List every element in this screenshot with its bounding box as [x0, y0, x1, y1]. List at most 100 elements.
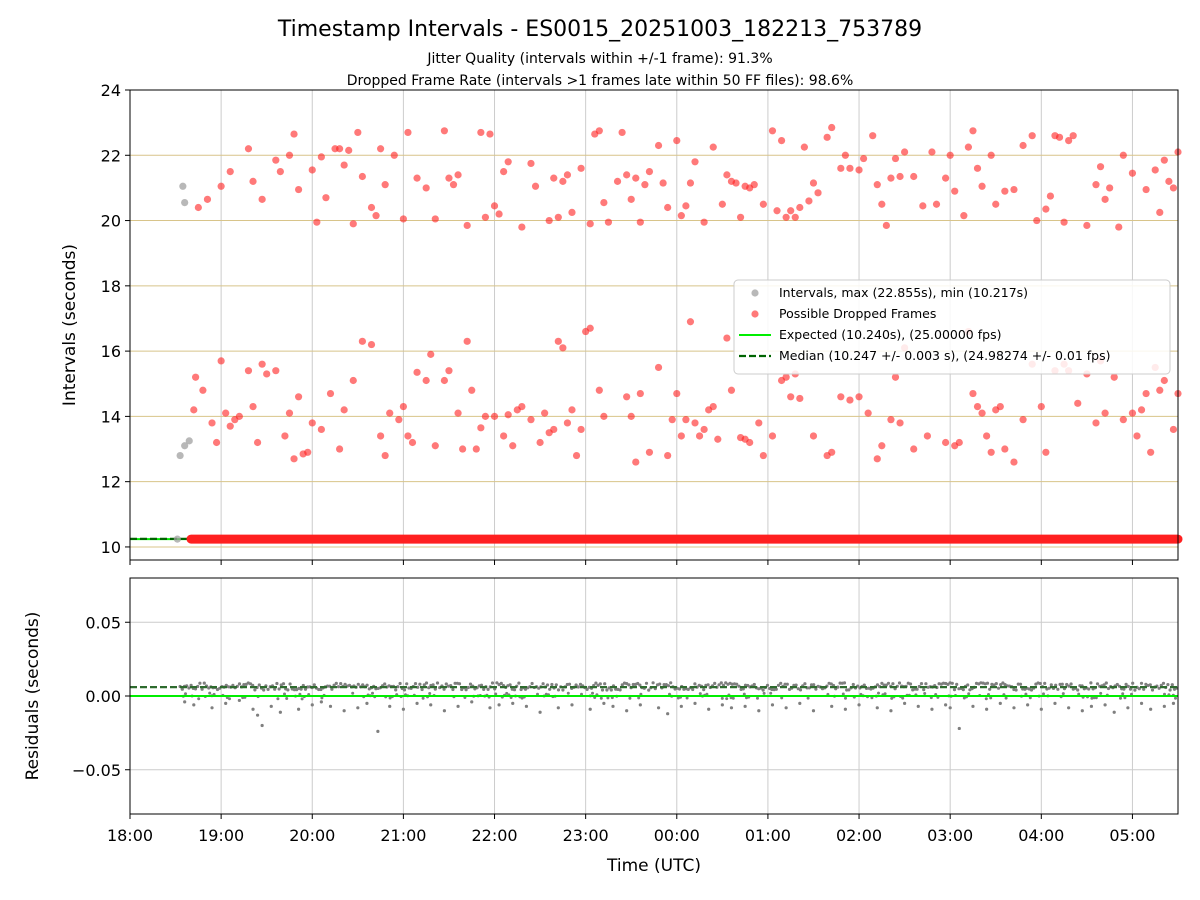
- residual-point-609: [1168, 688, 1172, 692]
- dropped-frame-point-228: [604, 218, 613, 226]
- residual-outlier-52: [857, 703, 861, 707]
- residual-outlier-59: [948, 706, 952, 710]
- dropped-frame-point-241: [677, 212, 685, 220]
- dropped-frame-point-205: [454, 171, 462, 179]
- residual-point-503: [989, 696, 993, 700]
- residual-outlier-50: [830, 704, 834, 708]
- residual-point-13: [198, 681, 202, 685]
- residual-point-519: [1018, 682, 1023, 686]
- residual-outlier-1: [192, 703, 196, 707]
- dropped-frame-point-240: [673, 136, 681, 145]
- dropped-frame-point-31: [381, 451, 389, 460]
- residual-point-202: [505, 691, 509, 695]
- residual-point-507: [996, 686, 1001, 690]
- dropped-frame-point-30: [377, 432, 385, 440]
- dropped-frame-point-190: [354, 128, 362, 137]
- residual-point-108: [361, 683, 365, 687]
- dropped-frame-point-239: [664, 203, 672, 212]
- dropped-frame-point-56: [527, 416, 535, 424]
- residual-point-567: [1094, 696, 1098, 700]
- residual-point-595: [1142, 687, 1146, 691]
- residual-outlier-7: [260, 723, 264, 728]
- dropped-frame-point-55: [518, 402, 526, 411]
- dropped-frame-point-276: [878, 200, 886, 208]
- legend-label-dropped: Possible Dropped Frames: [779, 306, 936, 321]
- legend-marker-dropped: [751, 310, 759, 318]
- residual-point-607: [1166, 683, 1170, 687]
- intervals-ytick-label-6: 22: [101, 146, 121, 165]
- residual-outlier-35: [625, 709, 629, 713]
- dropped-frame-point-78: [668, 416, 676, 424]
- dropped-frame-point-176: [272, 156, 280, 164]
- dropped-frame-point-188: [345, 146, 353, 154]
- dropped-frame-point-170: [203, 195, 212, 203]
- residuals-x-ticks: 18:00 19:00 20:00 21:00 22:00 23:00 00:00 01:00…: [107, 814, 1155, 845]
- residual-point-613: [1174, 696, 1177, 700]
- dropped-frame-point-125: [987, 448, 995, 456]
- residual-point-456: [915, 687, 919, 691]
- dropped-frame-point-312: [1106, 184, 1114, 192]
- dropped-frame-point-102: [809, 432, 818, 440]
- dropped-frame-point-61: [554, 337, 562, 345]
- dropped-frame-point-200: [422, 184, 430, 192]
- residual-point-195: [495, 681, 499, 685]
- residual-point-598: [1148, 683, 1152, 687]
- dropped-frame-point-77: [664, 451, 672, 460]
- dropped-frame-point-236: [645, 167, 654, 176]
- residual-point-478: [950, 681, 954, 685]
- dropped-frame-point-319: [1160, 156, 1168, 164]
- dropped-frame-point-10: [244, 367, 253, 375]
- residual-point-176: [468, 682, 473, 686]
- dropped-frame-point-105: [837, 393, 845, 401]
- intervals-ytick-label-3: 16: [101, 342, 121, 361]
- residual-point-554: [1077, 692, 1081, 696]
- dropped-frame-point-94: [755, 419, 763, 427]
- dropped-frame-point-19: [294, 393, 303, 401]
- residual-outlier-53: [875, 706, 879, 710]
- residual-point-45: [248, 682, 253, 686]
- residual-point-268: [606, 696, 610, 700]
- residual-point-38: [237, 682, 242, 686]
- residual-point-33: [228, 697, 231, 701]
- residual-point-154: [428, 692, 432, 695]
- dropped-frame-point-4: [212, 438, 221, 447]
- residual-outlier-27: [511, 701, 515, 705]
- dropped-frame-point-179: [290, 130, 298, 138]
- residual-point-153: [427, 686, 431, 690]
- residual-point-52: [262, 688, 266, 692]
- dropped-frame-point-246: [709, 143, 717, 151]
- dropped-frame-point-298: [1019, 141, 1027, 150]
- residual-point-263: [598, 682, 602, 686]
- residual-point-335: [720, 696, 724, 700]
- residual-outlier-46: [770, 703, 775, 707]
- dropped-frame-point-311: [1101, 195, 1109, 203]
- residual-point-267: [605, 688, 609, 692]
- residual-point-565: [1092, 696, 1096, 700]
- dropped-frame-point-50: [490, 412, 499, 420]
- dropped-frame-point-282: [910, 172, 918, 181]
- dropped-frame-point-121: [969, 389, 977, 398]
- interval-point-5: [173, 535, 181, 543]
- dropped-frame-point-221: [563, 171, 572, 179]
- dropped-frame-point-218: [550, 174, 558, 182]
- residual-outlier-0: [183, 700, 187, 704]
- residual-outlier-76: [1162, 704, 1166, 708]
- dropped-frame-point-84: [695, 432, 704, 440]
- residual-point-50: [257, 683, 261, 687]
- residual-point-452: [908, 682, 913, 686]
- residual-point-389: [812, 683, 816, 687]
- residual-outlier-18: [388, 704, 392, 708]
- dropped-frame-point-133: [1042, 448, 1050, 456]
- dropped-frame-point-21: [304, 448, 312, 456]
- residual-point-170: [457, 682, 462, 686]
- residual-outlier-9: [278, 710, 282, 714]
- dropped-frame-point-227: [600, 199, 608, 207]
- residual-point-233: [550, 682, 554, 687]
- dropped-frame-point-232: [627, 195, 635, 203]
- dropped-frame-point-217: [545, 216, 553, 225]
- residual-outlier-25: [488, 706, 492, 710]
- residual-point-197: [499, 681, 503, 686]
- dropped-frame-point-117: [942, 438, 950, 447]
- x-tick-label-4: 22:00: [471, 826, 517, 845]
